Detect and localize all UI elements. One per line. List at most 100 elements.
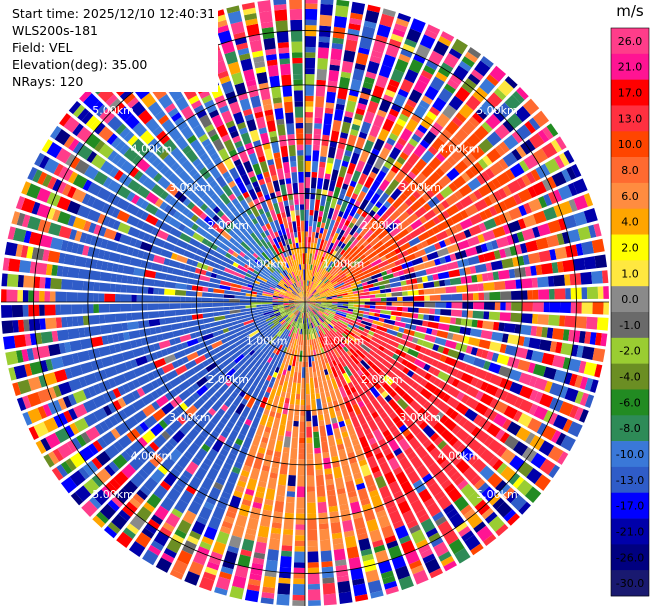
- velocity-gate: [180, 303, 192, 309]
- velocity-gate: [409, 200, 423, 213]
- velocity-gate: [322, 452, 330, 459]
- velocity-gate: [298, 293, 305, 302]
- velocity-gate: [338, 319, 349, 326]
- velocity-gate: [260, 238, 269, 250]
- velocity-gate: [370, 298, 381, 302]
- velocity-gate: [439, 256, 447, 265]
- velocity-gate: [290, 232, 296, 244]
- velocity-gate: [301, 285, 305, 297]
- velocity-gate: [337, 269, 343, 275]
- velocity-gate: [305, 372, 310, 384]
- colorbar-swatch: [611, 518, 649, 545]
- velocity-gate: [278, 281, 284, 287]
- velocity-gate: [230, 350, 242, 361]
- velocity-gate: [274, 308, 285, 314]
- velocity-gate: [150, 245, 163, 256]
- velocity-gate: [336, 308, 343, 312]
- velocity-gate: [291, 332, 295, 339]
- velocity-gate: [276, 284, 287, 292]
- velocity-gate: [115, 284, 122, 293]
- velocity-gate: [256, 71, 268, 85]
- velocity-gate: [60, 476, 78, 494]
- velocity-gate: [305, 323, 307, 330]
- velocity-gate: [202, 398, 215, 411]
- velocity-gate: [111, 153, 123, 165]
- velocity-gate: [347, 134, 357, 147]
- velocity-gate: [300, 312, 303, 318]
- velocity-gate: [404, 340, 417, 350]
- velocity-gate: [85, 133, 101, 149]
- velocity-gate: [471, 319, 478, 328]
- velocity-gate: [212, 223, 224, 234]
- velocity-gate: [276, 373, 282, 380]
- velocity-gate: [329, 59, 341, 66]
- velocity-gate: [93, 407, 108, 422]
- velocity-gate: [338, 267, 349, 277]
- ray: [305, 302, 609, 331]
- velocity-gate: [431, 359, 439, 368]
- velocity-gate: [298, 323, 302, 335]
- velocity-gate: [416, 464, 430, 479]
- velocity-gate: [231, 524, 245, 538]
- velocity-gate: [301, 297, 305, 302]
- velocity-gate: [384, 238, 396, 248]
- velocity-gate: [266, 120, 277, 133]
- velocity-gate: [386, 84, 398, 93]
- velocity-gate: [353, 516, 366, 530]
- velocity-gate: [292, 355, 297, 367]
- velocity-gate: [483, 196, 493, 207]
- velocity-gate: [411, 318, 423, 326]
- velocity-gate: [256, 256, 267, 266]
- velocity-gate: [423, 202, 432, 212]
- velocity-gate: [333, 15, 348, 29]
- ray: [305, 0, 334, 302]
- velocity-gate: [431, 137, 446, 152]
- velocity-gate: [424, 85, 439, 101]
- velocity-gate: [255, 332, 262, 338]
- velocity-gate: [22, 290, 29, 302]
- velocity-gate: [196, 199, 205, 208]
- velocity-gate: [71, 352, 80, 364]
- velocity-gate: [252, 252, 259, 259]
- velocity-gate: [343, 338, 350, 344]
- velocity-gate: [206, 161, 215, 171]
- velocity-gate: [300, 209, 305, 221]
- velocity-gate: [374, 415, 382, 424]
- velocity-gate: [13, 334, 27, 348]
- velocity-gate: [435, 230, 449, 241]
- velocity-gate: [401, 285, 408, 291]
- velocity-gate: [318, 331, 325, 342]
- velocity-gate: [328, 69, 340, 82]
- velocity-gate: [373, 282, 380, 287]
- velocity-gate: [280, 312, 287, 316]
- velocity-gate: [456, 443, 467, 454]
- velocity-gate: [465, 95, 481, 111]
- velocity-gate: [136, 158, 151, 173]
- velocity-gate: [308, 281, 314, 293]
- velocity-gate: [456, 380, 470, 393]
- colorbar-swatch: [611, 492, 649, 519]
- velocity-gate: [300, 388, 305, 400]
- velocity-gate: [279, 566, 292, 574]
- velocity-gate: [374, 309, 381, 314]
- velocity-gate: [367, 4, 381, 13]
- velocity-gate: [23, 319, 30, 332]
- velocity-gate: [568, 329, 575, 342]
- velocity-gate: [333, 186, 341, 199]
- velocity-gate: [238, 415, 246, 423]
- velocity-gate: [398, 380, 411, 392]
- velocity-gate: [356, 376, 366, 388]
- velocity-gate: [507, 220, 522, 233]
- velocity-gate: [206, 496, 217, 506]
- velocity-gate: [563, 150, 575, 164]
- velocity-gate: [271, 141, 280, 154]
- velocity-gate: [353, 299, 360, 302]
- velocity-gate: [496, 445, 508, 458]
- velocity-gate: [389, 390, 398, 398]
- velocity-gate: [480, 56, 494, 69]
- velocity-gate: [320, 271, 329, 281]
- velocity-gate: [230, 283, 242, 289]
- velocity-gate: [475, 379, 484, 389]
- velocity-gate: [433, 541, 449, 557]
- velocity-gate: [295, 518, 305, 525]
